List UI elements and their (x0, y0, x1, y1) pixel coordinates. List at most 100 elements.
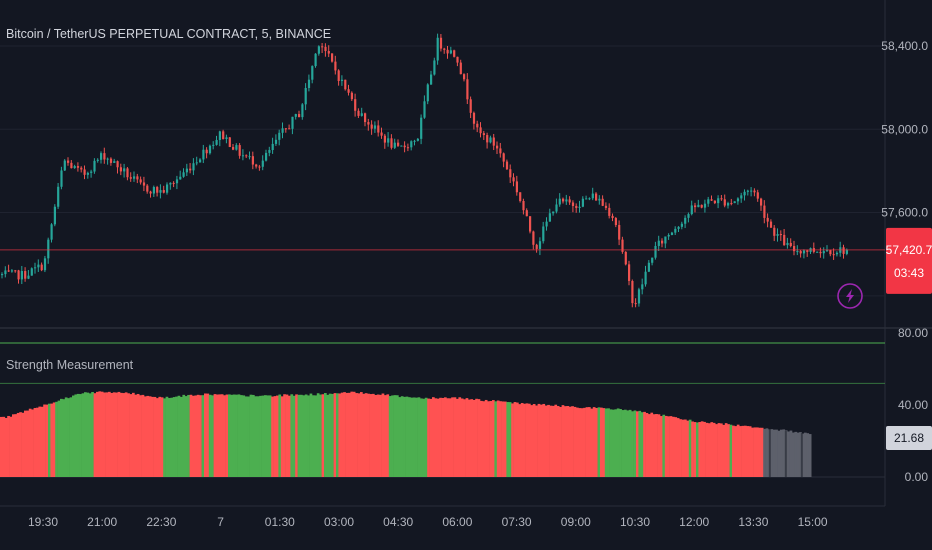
strength-bar (369, 394, 373, 477)
strength-bar (182, 394, 186, 477)
strength-bar (763, 428, 766, 477)
candle-body (486, 135, 489, 143)
strength-bar (626, 410, 630, 477)
strength-bar (388, 396, 392, 477)
strength-bar (508, 402, 512, 477)
strength-bar (213, 394, 217, 477)
strength-bar (156, 398, 159, 477)
strength-bar (43, 404, 46, 477)
strength-bar (477, 399, 481, 477)
strength-bar (708, 423, 711, 477)
time-tick-label: 07:30 (502, 515, 532, 529)
candle-body (690, 205, 693, 215)
strength-bar (158, 396, 162, 477)
strength-bar (506, 402, 510, 477)
strength-bar (559, 406, 562, 477)
strength-bar (206, 393, 210, 477)
strength-bar (100, 391, 104, 477)
candle-body (842, 247, 845, 254)
strength-bar (705, 422, 709, 477)
strength-bar (379, 394, 382, 477)
candle-body (608, 207, 611, 216)
strength-bar (696, 422, 699, 477)
candle-body (212, 144, 215, 146)
symbol-title[interactable]: Bitcoin / TetherUS PERPETUAL CONTRACT, 5… (6, 27, 331, 41)
strength-bar (398, 397, 402, 477)
strength-bar (588, 407, 591, 477)
candle-body (30, 268, 33, 276)
strength-bar (607, 408, 610, 477)
strength-bar (345, 392, 349, 477)
strength-bar (367, 393, 370, 477)
candle-body (251, 156, 254, 165)
strength-bar (732, 425, 735, 477)
strength-bar (230, 394, 234, 477)
strength-bar (307, 395, 310, 477)
strength-bar (436, 398, 440, 477)
strength-bar (684, 419, 687, 477)
candle-body (604, 205, 608, 208)
strength-bar (88, 393, 92, 477)
candle-body (644, 271, 647, 285)
candle-body (37, 264, 40, 268)
candle-body (344, 79, 347, 90)
strength-bar (554, 404, 558, 477)
strength-bar (700, 421, 704, 477)
candle-body (278, 132, 281, 140)
candle-body (40, 264, 43, 271)
strength-bar (120, 392, 123, 477)
candle-body (413, 140, 416, 142)
strength-bar (484, 399, 488, 477)
candle-body (723, 199, 726, 206)
time-tick-label: 06:00 (442, 515, 472, 529)
strength-bar (487, 401, 490, 477)
candle-body (123, 168, 126, 172)
strength-bar (110, 392, 114, 477)
candle-body (202, 149, 205, 160)
strength-bar (211, 395, 214, 477)
alert-button[interactable] (837, 283, 863, 309)
candle-body (538, 241, 542, 249)
strength-bar (189, 394, 193, 477)
strength-bar (420, 398, 423, 477)
strength-bar (504, 401, 507, 477)
strength-bar (218, 394, 222, 477)
candle-body (83, 169, 86, 175)
strength-bar (645, 413, 649, 477)
candle-body (175, 179, 179, 184)
candle-body (687, 214, 690, 218)
price-pane[interactable]: Bitcoin / TetherUS PERPETUAL CONTRACT, 5… (0, 27, 885, 309)
strength-bar (456, 398, 459, 477)
strength-bar (652, 414, 656, 477)
strength-bar (542, 403, 546, 477)
candle-body (146, 185, 149, 192)
candle-body (159, 190, 162, 193)
strength-bar (14, 414, 18, 477)
candle-body (271, 143, 274, 151)
time-axis-area[interactable] (0, 506, 932, 550)
candle-body (519, 192, 522, 201)
candle-body (614, 218, 617, 226)
candle-body (370, 124, 373, 129)
candle-body (301, 104, 304, 118)
strength-bar (55, 401, 58, 477)
candle-body (581, 198, 584, 207)
strength-bar (288, 395, 291, 477)
candle-body (829, 250, 832, 255)
strength-bar (26, 410, 30, 477)
candle-body (331, 53, 334, 62)
candle-body (76, 166, 80, 168)
candle-body (806, 250, 809, 252)
candle-body (126, 168, 129, 178)
strength-bar (451, 397, 454, 477)
strength-bar (204, 393, 207, 477)
indicator-title[interactable]: Strength Measurement (6, 358, 134, 372)
strength-bar (376, 394, 380, 477)
candle-body (294, 114, 297, 117)
candle-body (24, 271, 27, 279)
indicator-pane[interactable]: Strength Measurement (0, 342, 885, 478)
candle-body (288, 128, 291, 130)
strength-bar (144, 396, 147, 477)
candle-body (67, 160, 70, 163)
